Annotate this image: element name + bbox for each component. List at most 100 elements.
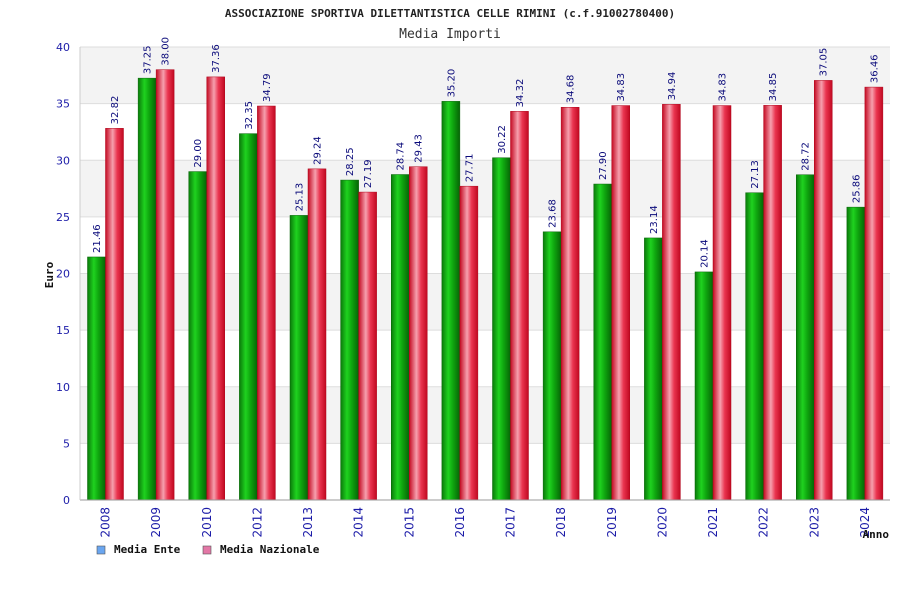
bar-value-label: 27.71: [464, 154, 475, 183]
bar-value-label: 29.24: [313, 136, 324, 165]
y-tick-label: 0: [63, 494, 70, 507]
legend-swatch-media-ente: [96, 545, 106, 555]
bar-media-nazionale: [257, 105, 276, 501]
bar-media-ente: [846, 206, 866, 501]
bar-media-nazionale: [712, 105, 732, 501]
bar-media-nazionale: [814, 80, 833, 501]
y-tick-label: 25: [56, 211, 70, 224]
bar-media-nazionale: [307, 168, 327, 501]
bar-value-label: 32.82: [110, 96, 121, 125]
x-tick-label: 2008: [99, 507, 113, 538]
legend: Media Ente Media Nazionale: [96, 543, 320, 556]
bar-value-label: 34.68: [566, 75, 577, 104]
bar-media-ente: [694, 271, 714, 501]
x-tick-label: 2023: [807, 507, 821, 538]
x-tick-label: 2010: [200, 507, 214, 538]
bar-value-label: 25.86: [851, 174, 862, 203]
bar-media-nazionale: [763, 105, 782, 501]
bar-media-nazionale: [459, 185, 479, 501]
bar-media-nazionale: [155, 69, 175, 501]
bar-value-label: 34.83: [616, 73, 627, 102]
bar-value-label: 34.94: [667, 72, 678, 101]
chart-subtitle: Media Importi: [399, 27, 501, 42]
x-tick-label: 2009: [149, 507, 163, 538]
bar-value-label: 36.46: [869, 54, 880, 83]
y-axis-label: Euro: [43, 261, 56, 288]
bar-value-label: 34.32: [515, 79, 526, 108]
bar-media-ente: [391, 174, 410, 501]
bar-media-nazionale: [611, 105, 630, 501]
x-axis-label: Anno: [863, 528, 890, 541]
bar-media-nazionale: [105, 128, 124, 501]
bar-media-ente: [745, 192, 764, 501]
y-tick-label: 15: [56, 324, 70, 337]
bar-value-label: 37.36: [211, 44, 222, 73]
bar-value-label: 34.79: [262, 73, 273, 102]
bar-value-label: 23.68: [548, 199, 559, 228]
x-tick-label: 2021: [706, 507, 720, 538]
bar-value-label: 27.19: [363, 159, 374, 188]
bar-media-nazionale: [560, 106, 580, 501]
y-tick-label: 40: [56, 41, 70, 54]
bar-media-ente: [289, 215, 309, 501]
y-axis-ticks: 0 5 10 15 20 25 30 35 40: [56, 41, 70, 507]
x-tick-label: 2015: [402, 507, 416, 538]
x-tick-label: 2012: [250, 507, 264, 538]
bar-value-label: 30.22: [497, 125, 508, 154]
bar-media-ente: [340, 179, 359, 501]
bar-media-ente: [239, 133, 258, 501]
bar-media-ente: [542, 231, 562, 501]
legend-swatch-media-nazionale: [202, 545, 212, 555]
x-tick-label: 2018: [554, 507, 568, 538]
bar-value-label: 28.74: [396, 142, 407, 171]
bar-value-label: 29.00: [193, 139, 204, 168]
bar-value-label: 28.72: [801, 142, 812, 171]
bar-media-ente: [441, 101, 461, 501]
bars: [87, 69, 884, 501]
x-tick-label: 2016: [453, 507, 467, 538]
bar-media-ente: [593, 183, 612, 501]
bar-value-label: 27.13: [750, 160, 761, 189]
bar-media-ente: [87, 256, 106, 501]
bar-media-ente: [137, 77, 157, 501]
bar-value-label: 35.20: [446, 69, 457, 98]
y-tick-label: 10: [56, 381, 70, 394]
bar-media-ente: [492, 157, 511, 501]
y-tick-label: 20: [56, 268, 70, 281]
bar-value-label: 27.90: [598, 151, 609, 180]
legend-label-media-ente: Media Ente: [114, 543, 181, 556]
y-tick-label: 5: [63, 437, 70, 450]
x-tick-label: 2024: [858, 507, 872, 538]
bar-media-ente: [188, 171, 207, 501]
bar-value-label: 38.00: [161, 37, 172, 66]
bar-media-nazionale: [510, 111, 529, 501]
bar-value-label: 37.05: [819, 48, 830, 77]
bar-value-label: 29.43: [414, 134, 425, 163]
y-tick-label: 30: [56, 154, 70, 167]
x-axis-ticks: 2008 2009 2010 2012 2013 2014 2015 2016 2017 2018…: [99, 507, 872, 538]
bar-value-label: 23.14: [649, 205, 660, 234]
bar-media-nazionale: [864, 86, 884, 501]
chart-title: ASSOCIAZIONE SPORTIVA DILETTANTISTICA CE…: [225, 7, 675, 20]
bar-value-label: 25.13: [295, 183, 306, 212]
bar-media-nazionale: [662, 104, 681, 501]
bar-value-labels: 21.46 32.82 37.25 38.00 29.00 37.36 32.35 34.79…: [92, 37, 880, 268]
y-tick-label: 35: [56, 98, 70, 111]
x-tick-label: 2020: [655, 507, 669, 538]
bar-media-nazionale: [206, 76, 225, 501]
bar-value-label: 34.85: [768, 73, 779, 102]
x-tick-label: 2014: [352, 507, 366, 538]
bar-value-label: 20.14: [700, 239, 711, 268]
x-tick-label: 2019: [605, 507, 619, 538]
x-tick-label: 2013: [301, 507, 315, 538]
x-tick-label: 2022: [757, 507, 771, 538]
bar-media-ente: [796, 174, 815, 501]
bar-value-label: 28.25: [345, 147, 356, 176]
bar-media-nazionale: [409, 166, 428, 501]
bar-media-nazionale: [358, 191, 377, 501]
bar-value-label: 34.83: [718, 73, 729, 102]
bar-value-label: 37.25: [143, 46, 154, 75]
bar-media-ente: [644, 237, 663, 501]
